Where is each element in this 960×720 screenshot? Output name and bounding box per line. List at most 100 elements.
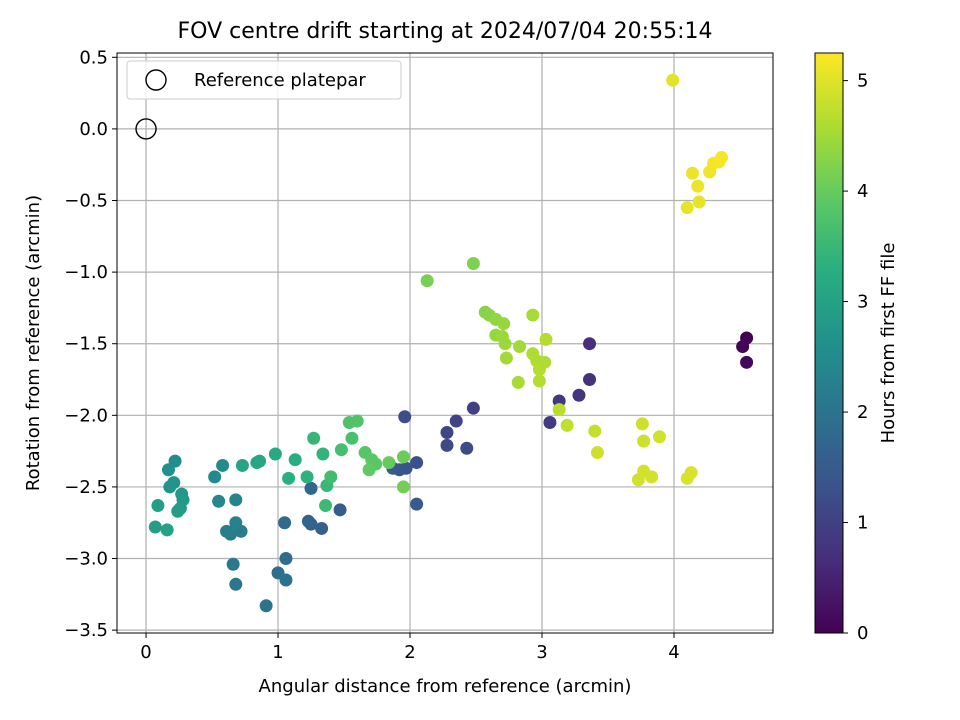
data-point (288, 453, 302, 467)
data-point (645, 470, 659, 484)
x-tick-label: 0 (140, 642, 151, 663)
data-point (513, 340, 527, 354)
data-point (307, 431, 321, 445)
data-point (666, 73, 680, 87)
data-point (499, 351, 513, 365)
data-point (278, 516, 292, 530)
data-point (449, 414, 463, 428)
data-point (319, 499, 333, 513)
data-point (163, 480, 177, 494)
data-point (685, 166, 699, 180)
x-tick-label: 2 (404, 642, 415, 663)
data-points (148, 73, 754, 613)
data-point (334, 443, 348, 457)
colorbar-tick-label: 4 (857, 181, 868, 202)
data-point (410, 456, 424, 470)
data-point (715, 151, 729, 165)
data-point (692, 195, 706, 209)
x-tick-label: 4 (668, 642, 679, 663)
data-point (229, 493, 243, 507)
data-point (316, 447, 330, 461)
data-point (740, 355, 754, 369)
y-axis-label: Rotation from reference (arcmin) (23, 195, 44, 491)
data-point (652, 430, 666, 444)
data-point (440, 426, 454, 440)
data-point (590, 446, 604, 460)
data-point (572, 388, 586, 402)
grid-lines (117, 53, 773, 633)
data-point (526, 308, 540, 322)
data-point (497, 317, 511, 331)
data-point (396, 480, 410, 494)
data-point (691, 179, 705, 193)
data-point (560, 418, 574, 432)
data-point (208, 470, 222, 484)
data-point (583, 373, 597, 387)
legend-entry-reference: Reference platepar (194, 70, 366, 91)
data-point (151, 499, 165, 513)
x-tick-label: 1 (272, 642, 283, 663)
data-point (324, 470, 338, 484)
data-point (301, 514, 315, 528)
data-point (212, 494, 226, 508)
colorbar-label: Hours from first FF file (878, 243, 899, 444)
y-tick-label: −2.5 (64, 477, 108, 498)
data-point (637, 434, 651, 448)
colorbar-tick-label: 2 (857, 402, 868, 423)
x-tick-label: 3 (536, 642, 547, 663)
data-point (552, 403, 566, 417)
data-point (466, 401, 480, 415)
y-tick-label: −1.5 (64, 334, 108, 355)
data-point (635, 417, 649, 431)
y-tick-label: −1.0 (64, 262, 108, 283)
data-point (216, 458, 230, 472)
reference-marker (135, 118, 157, 140)
data-point (160, 523, 174, 537)
data-point (315, 521, 329, 535)
data-point (279, 573, 293, 587)
colorbar-tick-label: 5 (857, 71, 868, 92)
data-point (253, 454, 267, 468)
x-axis-ticks: 0 1 2 3 4 (140, 633, 680, 663)
legend: Reference platepar (126, 60, 402, 100)
data-point (396, 450, 410, 464)
data-point (300, 470, 314, 484)
data-point (345, 431, 359, 445)
data-point (350, 414, 364, 428)
data-point (410, 497, 424, 511)
y-tick-label: −3.5 (64, 620, 108, 641)
colorbar: 0 1 2 3 4 5 Hours from first FF file (814, 52, 899, 644)
y-tick-label: −3.0 (64, 549, 108, 570)
colorbar-gradient (814, 52, 844, 634)
data-point (466, 257, 480, 271)
data-point (333, 503, 347, 517)
data-point (538, 355, 552, 369)
colorbar-tick-label: 0 (857, 623, 868, 644)
data-point (498, 337, 512, 351)
data-point (631, 473, 645, 487)
data-point (583, 337, 597, 351)
data-point (161, 463, 175, 477)
data-point (148, 520, 162, 534)
data-point (220, 524, 234, 538)
colorbar-tick-label: 3 (857, 292, 868, 313)
y-tick-label: 0.5 (79, 47, 108, 68)
data-point (259, 599, 273, 613)
data-point (229, 516, 243, 530)
data-point (235, 458, 249, 472)
data-point (268, 447, 282, 461)
data-point (171, 504, 185, 518)
plot-frame (116, 52, 774, 634)
data-point (736, 340, 750, 354)
data-point (539, 332, 553, 346)
data-point (420, 274, 434, 288)
y-axis-ticks: 0.5 0.0 −0.5 −1.0 −1.5 −2.0 −2.5 −3.0 −3.5 (64, 47, 117, 641)
data-point (398, 410, 412, 424)
legend-marker (145, 69, 167, 91)
x-axis-label: Angular distance from reference (arcmin) (259, 676, 632, 697)
data-point (680, 201, 694, 215)
y-tick-label: 0.0 (79, 119, 108, 140)
data-point (279, 552, 293, 566)
data-point (684, 466, 698, 480)
